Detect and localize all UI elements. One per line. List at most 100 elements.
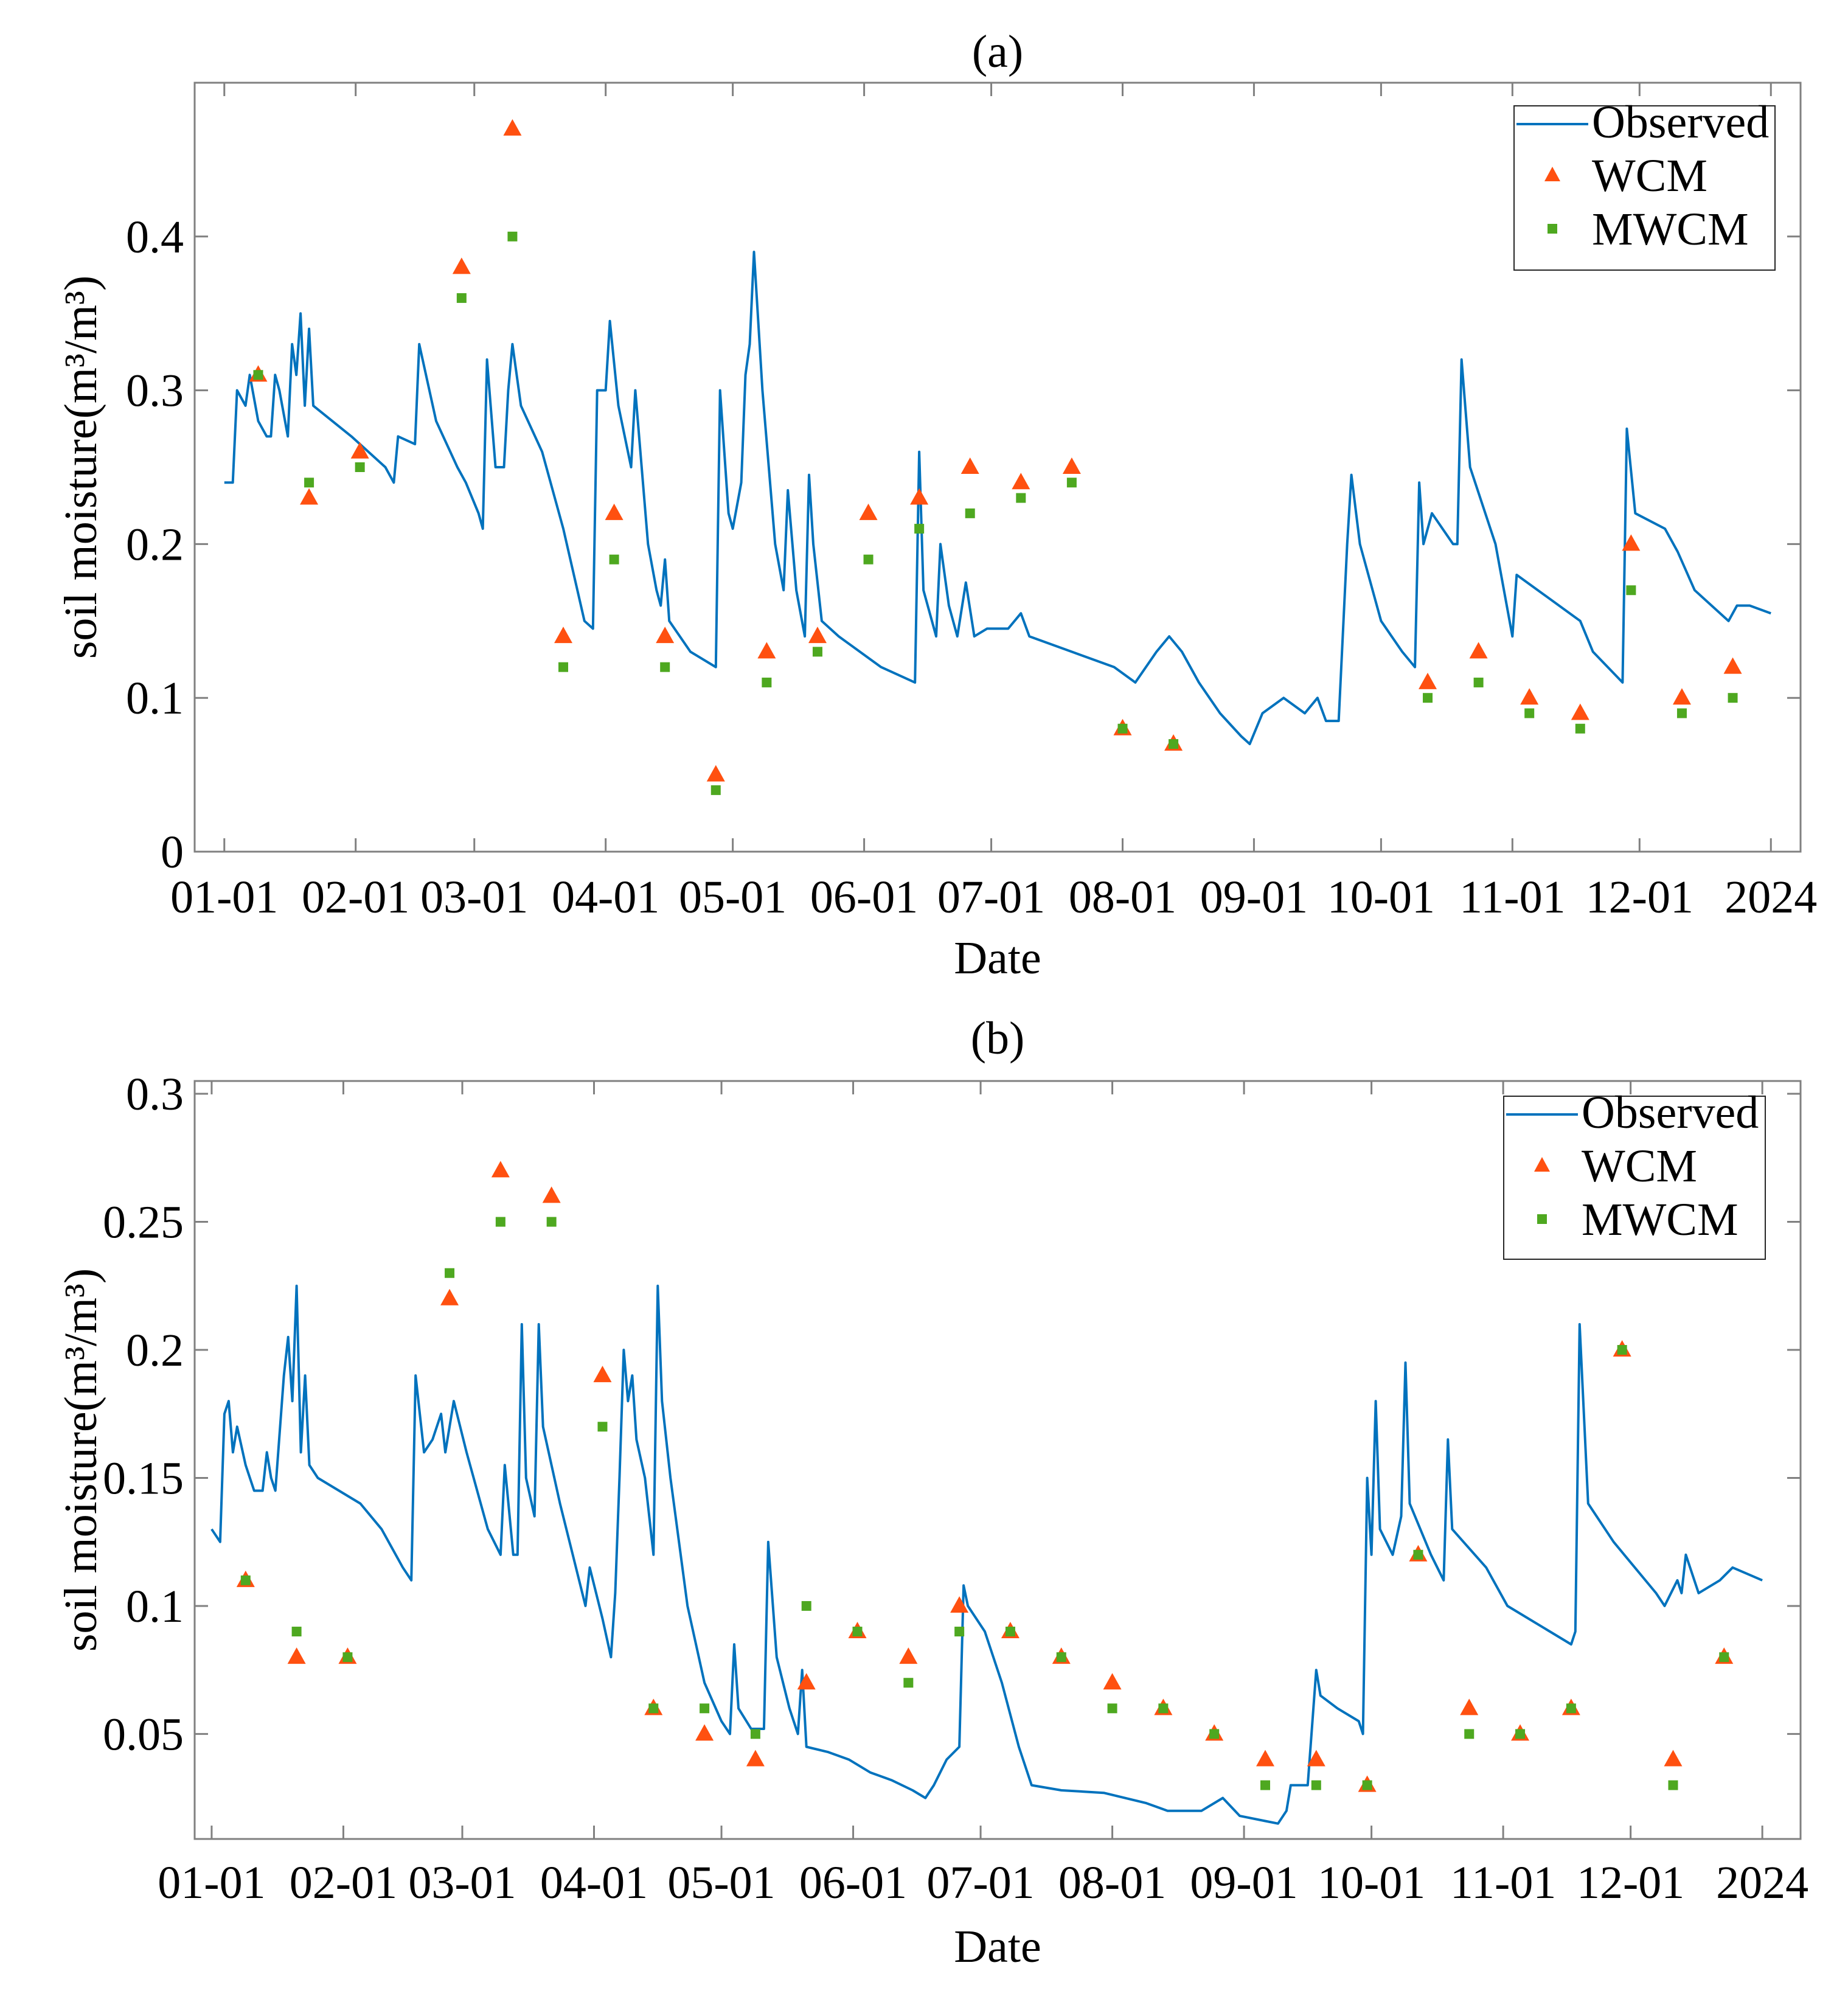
- wcm-point: [1307, 1750, 1325, 1767]
- wcm-point: [950, 1596, 969, 1613]
- mwcm-point: [1464, 1729, 1475, 1739]
- y-tick-label: 0.15: [103, 1453, 184, 1504]
- mwcm-point: [863, 554, 874, 565]
- x-tick-label: 07-01: [926, 1857, 1034, 1908]
- x-tick-label: 12-01: [1586, 872, 1693, 923]
- x-tick-label: 03-01: [408, 1857, 516, 1908]
- wcm-point: [1062, 457, 1081, 474]
- wcm-point: [1419, 672, 1437, 689]
- mwcm-point: [750, 1729, 760, 1739]
- mwcm-point: [507, 231, 518, 242]
- x-tick-label: 06-01: [810, 872, 918, 923]
- mwcm-point: [1566, 1703, 1576, 1714]
- mwcm-point: [648, 1703, 659, 1714]
- wcm-point: [960, 457, 979, 474]
- y-tick-label: 0.05: [103, 1709, 184, 1760]
- x-tick-label: 12-01: [1577, 1857, 1684, 1908]
- x-tick-label: 09-01: [1200, 872, 1308, 923]
- mwcm-point: [903, 1678, 914, 1688]
- mwcm-point: [1423, 693, 1433, 703]
- mwcm-point: [1413, 1549, 1423, 1560]
- x-tick-label: 10-01: [1318, 1857, 1425, 1908]
- wcm-point: [797, 1673, 816, 1690]
- mwcm-point: [1005, 1627, 1015, 1637]
- mwcm-point: [253, 370, 263, 380]
- x-tick-label: 2024: [1725, 872, 1817, 923]
- mwcm-point: [965, 508, 975, 518]
- mwcm-point: [1260, 1780, 1270, 1790]
- y-tick-label: 0.4: [126, 212, 184, 263]
- mwcm-point: [1169, 739, 1179, 749]
- mwcm-point: [1626, 585, 1636, 596]
- wcm-point: [1469, 642, 1488, 659]
- x-tick-label: 11-01: [1450, 1857, 1557, 1908]
- wcm-point: [808, 627, 827, 644]
- mwcm-point: [291, 1627, 302, 1637]
- legend-label: MWCM: [1592, 204, 1749, 255]
- x-tick-label: 02-01: [302, 872, 409, 923]
- panel-title: (b): [971, 1013, 1025, 1064]
- x-tick-label: 08-01: [1069, 872, 1176, 923]
- mwcm-point: [1209, 1729, 1220, 1739]
- wcm-point: [503, 119, 522, 136]
- mwcm-point: [445, 1268, 455, 1278]
- wcm-point: [350, 442, 369, 459]
- legend-box: [1513, 105, 1776, 271]
- wcm-point: [1520, 688, 1539, 705]
- x-tick-label: 2024: [1716, 1857, 1808, 1908]
- wcm-point: [757, 642, 776, 659]
- mwcm-point: [342, 1652, 353, 1663]
- mwcm-point: [1066, 478, 1077, 488]
- panel-title: (a): [972, 26, 1023, 77]
- x-tick-label: 01-01: [170, 872, 278, 923]
- x-tick-label: 04-01: [552, 872, 659, 923]
- legend-box: [1503, 1096, 1766, 1260]
- x-tick-label: 02-01: [290, 1857, 397, 1908]
- x-tick-label: 10-01: [1327, 872, 1435, 923]
- mwcm-point: [1473, 677, 1484, 687]
- x-tick-label: 05-01: [679, 872, 787, 923]
- legend-label: WCM: [1582, 1141, 1697, 1192]
- y-tick-label: 0.2: [126, 519, 184, 570]
- mwcm-point: [1728, 693, 1738, 703]
- legend-label: WCM: [1592, 150, 1707, 201]
- mwcm-point: [1515, 1729, 1526, 1739]
- y-tick-label: 0.1: [126, 1581, 184, 1632]
- wcm-point: [656, 627, 675, 644]
- legend-mwcm-swatch: [1537, 1214, 1547, 1224]
- wcm-point: [1256, 1750, 1274, 1767]
- wcm-point: [746, 1750, 765, 1767]
- x-axis-label: Date: [954, 1921, 1041, 1972]
- wcm-point: [1723, 657, 1742, 674]
- wcm-point: [287, 1647, 306, 1664]
- y-tick-label: 0.25: [103, 1197, 184, 1248]
- mwcm-point: [304, 478, 314, 488]
- wcm-point: [300, 488, 319, 505]
- mwcm-point: [546, 1217, 557, 1227]
- mwcm-point: [801, 1601, 811, 1611]
- wcm-point: [1672, 688, 1691, 705]
- wcm-point: [1103, 1673, 1122, 1690]
- x-tick-label: 06-01: [799, 1857, 907, 1908]
- mwcm-point: [700, 1703, 710, 1714]
- panel-b: (b) 01-01 02-01 03-01 04-01 05-01 06-01 07-01 08…: [55, 1013, 1808, 1972]
- legend-label: Observed: [1592, 97, 1769, 148]
- mwcm-point: [1676, 708, 1687, 718]
- observed-line: [224, 251, 1771, 745]
- y-axis-label: soil moisture(m³/m³): [55, 1268, 106, 1652]
- legend-mwcm-swatch: [1548, 224, 1557, 234]
- mwcm-point: [1056, 1652, 1066, 1663]
- mwcm-point: [660, 662, 670, 672]
- mwcm-point: [954, 1627, 965, 1637]
- mwcm-point: [812, 647, 822, 657]
- wcm-point: [542, 1186, 561, 1203]
- legend-label: Observed: [1582, 1087, 1759, 1138]
- panel-a: (a) 01-01 02-01 03-01 04-01 05-01 06-01 07-01 08…: [55, 26, 1817, 984]
- mwcm-point: [1016, 493, 1026, 503]
- mwcm-point: [1311, 1780, 1321, 1790]
- wcm-point: [440, 1288, 459, 1305]
- mwcm-point: [1107, 1703, 1117, 1714]
